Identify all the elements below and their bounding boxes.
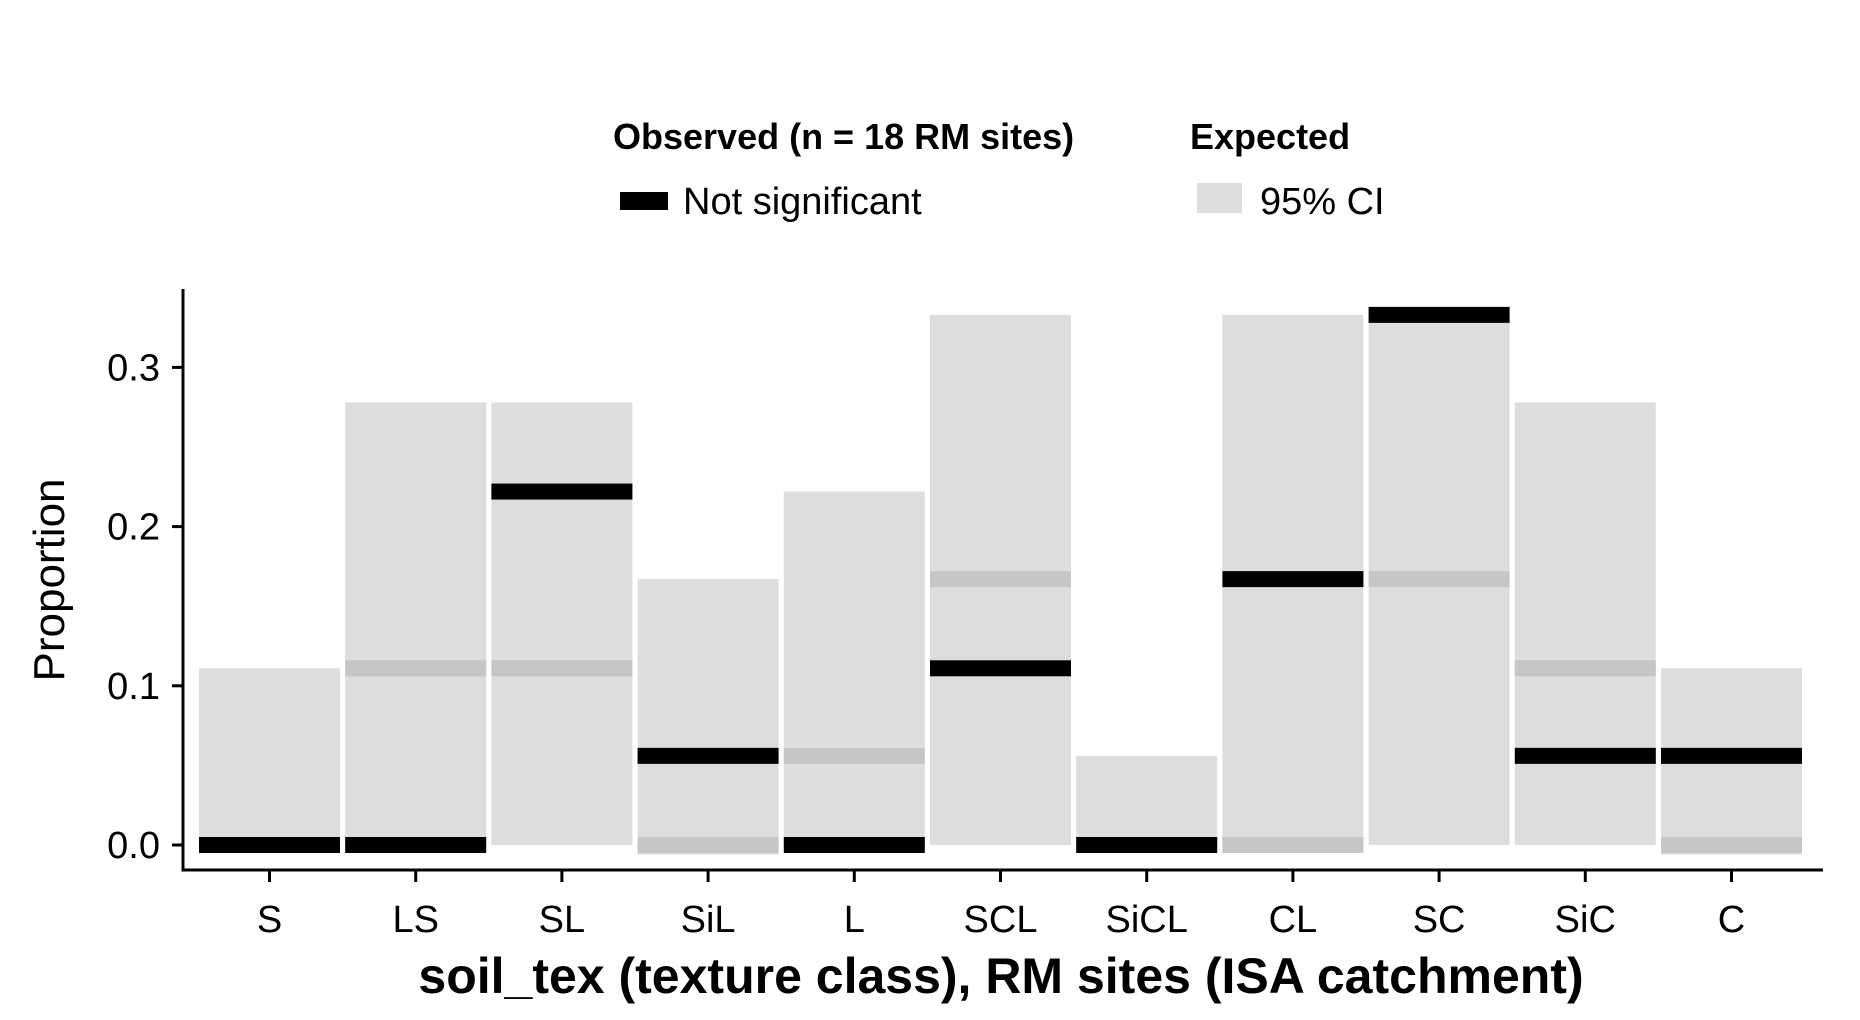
x-tick-label-L: L bbox=[844, 899, 865, 941]
x-tick-label-SiC: SiC bbox=[1555, 899, 1616, 941]
observed-line-SiL bbox=[637, 747, 779, 764]
observed-line-LS bbox=[345, 837, 487, 853]
x-tick-label-SiCL: SiCL bbox=[1106, 899, 1188, 941]
legend-expected-key bbox=[1197, 183, 1242, 213]
ci-bar-LS bbox=[345, 402, 487, 845]
x-axis-ticks: S LS SL SiL L SCL SiCL CL SC SiC C bbox=[257, 871, 1745, 941]
y-tick-label-2: 0.2 bbox=[107, 507, 160, 549]
x-tick-label-SCL: SCL bbox=[964, 899, 1038, 941]
legend-expected-title: Expected bbox=[1190, 116, 1350, 157]
y-tick-label-1: 0.1 bbox=[107, 666, 160, 708]
observed-line-C bbox=[1661, 747, 1802, 764]
expected-line-SiL bbox=[637, 837, 779, 853]
expected-line-C bbox=[1661, 837, 1802, 853]
observed-line-SL bbox=[491, 483, 633, 500]
observed-line-L bbox=[783, 837, 925, 853]
expected-line-SCL bbox=[930, 571, 1071, 588]
observed-lines bbox=[199, 306, 1802, 853]
observed-line-SiC bbox=[1514, 747, 1656, 764]
observed-line-S bbox=[199, 837, 340, 853]
x-tick-label-C: C bbox=[1718, 899, 1745, 941]
y-tick-label-3: 0.3 bbox=[107, 347, 160, 389]
x-tick-label-SL: SL bbox=[539, 899, 585, 941]
y-tick-label-0: 0.0 bbox=[107, 825, 160, 867]
ci-bar-SiL bbox=[637, 579, 779, 855]
expected-line-L bbox=[783, 747, 925, 764]
expected-line-CL bbox=[1222, 837, 1364, 853]
legend-observed-label: Not significant bbox=[683, 181, 922, 223]
x-tick-label-LS: LS bbox=[392, 899, 438, 941]
expected-line-LS bbox=[345, 660, 487, 677]
observed-line-CL bbox=[1222, 571, 1364, 588]
x-tick-label-SiL: SiL bbox=[681, 899, 736, 941]
legend-observed-title: Observed (n = 18 RM sites) bbox=[613, 116, 1074, 157]
observed-line-SiCL bbox=[1076, 837, 1218, 853]
legend-observed-key bbox=[620, 192, 668, 210]
legend-expected-label: 95% CI bbox=[1260, 181, 1385, 223]
y-axis-title: Proportion bbox=[25, 478, 74, 681]
observed-line-SC bbox=[1368, 306, 1510, 323]
ci-bar-L bbox=[783, 491, 925, 845]
expected-line-SC bbox=[1368, 571, 1510, 588]
x-tick-label-SC: SC bbox=[1413, 899, 1466, 941]
observed-line-SCL bbox=[930, 660, 1071, 677]
legend: Observed (n = 18 RM sites) Not significa… bbox=[613, 116, 1385, 223]
ci-bar-SiCL bbox=[1076, 755, 1218, 845]
x-tick-label-CL: CL bbox=[1269, 899, 1318, 941]
x-tick-label-S: S bbox=[257, 899, 282, 941]
ci-bar-SiC bbox=[1514, 402, 1656, 845]
expected-line-SL bbox=[491, 660, 633, 677]
ci-bar-S bbox=[199, 668, 340, 845]
expected-line-SiC bbox=[1514, 660, 1656, 677]
ci-bar-SL bbox=[491, 402, 633, 845]
x-axis-title: soil_tex (texture class), RM sites (ISA … bbox=[418, 948, 1583, 1004]
y-axis-ticks: 0.0 0.1 0.2 0.3 bbox=[107, 347, 183, 867]
